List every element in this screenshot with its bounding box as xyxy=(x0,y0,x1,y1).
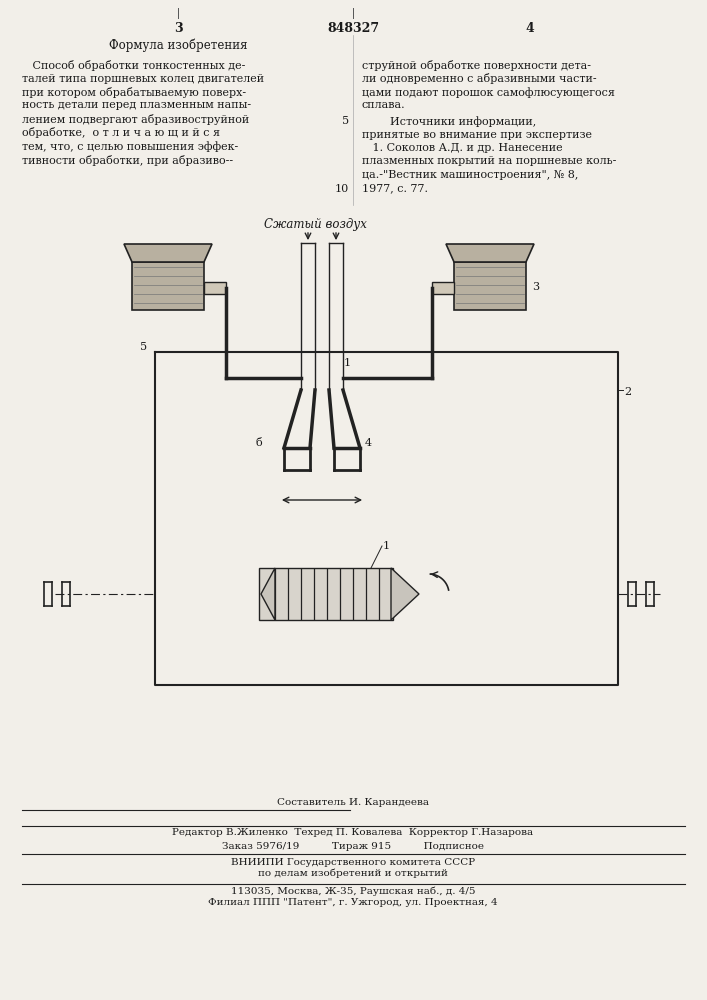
Text: 5: 5 xyxy=(342,116,349,126)
Text: Формула изобретения: Формула изобретения xyxy=(109,38,247,51)
Text: Сжатый воздух: Сжатый воздух xyxy=(264,218,366,231)
Text: Составитель И. Карандеева: Составитель И. Карандеева xyxy=(277,798,429,807)
Text: 4: 4 xyxy=(365,438,372,448)
Text: Заказ 5976/19          Тираж 915          Подписное: Заказ 5976/19 Тираж 915 Подписное xyxy=(222,842,484,851)
Text: Филиал ППП "Патент", г. Ужгород, ул. Проектная, 4: Филиал ППП "Патент", г. Ужгород, ул. Про… xyxy=(208,898,498,907)
Text: ли одновременно с абразивными части-: ли одновременно с абразивными части- xyxy=(362,74,597,85)
Text: б: б xyxy=(255,438,262,448)
Text: Редактор В.Жиленко  Техред П. Ковалева  Корректор Г.Назарова: Редактор В.Жиленко Техред П. Ковалева Ко… xyxy=(173,828,534,837)
Polygon shape xyxy=(132,262,204,310)
Text: 848327: 848327 xyxy=(327,22,379,35)
Polygon shape xyxy=(446,244,534,262)
Text: 1: 1 xyxy=(344,358,351,368)
Text: 10: 10 xyxy=(334,184,349,194)
Text: Способ обработки тонкостенных де-: Способ обработки тонкостенных де- xyxy=(22,60,245,71)
Bar xyxy=(259,568,393,620)
Polygon shape xyxy=(204,282,226,294)
Polygon shape xyxy=(124,244,212,262)
Text: Источники информации,: Источники информации, xyxy=(362,116,536,127)
Text: по делам изобретений и открытий: по делам изобретений и открытий xyxy=(258,869,448,879)
Text: 1: 1 xyxy=(383,541,390,551)
Text: 1977, с. 77.: 1977, с. 77. xyxy=(362,184,428,194)
Text: 2: 2 xyxy=(624,387,631,397)
Text: ца.-"Вестник машиностроения", № 8,: ца.-"Вестник машиностроения", № 8, xyxy=(362,170,578,180)
Text: талей типа поршневых колец двигателей: талей типа поршневых колец двигателей xyxy=(22,74,264,84)
Text: сплава.: сплава. xyxy=(362,101,406,110)
Polygon shape xyxy=(432,282,454,294)
Text: ность детали перед плазменным напы-: ность детали перед плазменным напы- xyxy=(22,101,251,110)
Text: 5: 5 xyxy=(140,342,147,352)
Text: тем, что, с целью повышения эффек-: тем, что, с целью повышения эффек- xyxy=(22,141,238,152)
Text: лением подвергают абразивоструйной: лением подвергают абразивоструйной xyxy=(22,114,250,125)
Text: 3: 3 xyxy=(174,22,182,35)
Text: 113035, Москва, Ж-35, Раушская наб., д. 4/5: 113035, Москва, Ж-35, Раушская наб., д. … xyxy=(230,886,475,896)
Text: цами подают порошок самофлюсующегося: цами подают порошок самофлюсующегося xyxy=(362,87,615,98)
Polygon shape xyxy=(454,262,526,310)
Text: ВНИИПИ Государственного комитета СССР: ВНИИПИ Государственного комитета СССР xyxy=(231,858,475,867)
Text: 3: 3 xyxy=(532,282,539,292)
Text: 4: 4 xyxy=(525,22,534,35)
Text: тивности обработки, при абразиво--: тивности обработки, при абразиво-- xyxy=(22,154,233,165)
Polygon shape xyxy=(261,568,275,620)
Text: плазменных покрытий на поршневые коль-: плазменных покрытий на поршневые коль- xyxy=(362,156,617,166)
Text: при котором обрабатываемую поверх-: при котором обрабатываемую поверх- xyxy=(22,87,246,98)
Text: струйной обработке поверхности дета-: струйной обработке поверхности дета- xyxy=(362,60,591,71)
Text: 1. Соколов А.Д. и др. Нанесение: 1. Соколов А.Д. и др. Нанесение xyxy=(362,143,563,153)
Text: принятые во внимание при экспертизе: принятые во внимание при экспертизе xyxy=(362,129,592,139)
Text: обработке,  о т л и ч а ю щ и й с я: обработке, о т л и ч а ю щ и й с я xyxy=(22,127,220,138)
Polygon shape xyxy=(391,568,419,620)
